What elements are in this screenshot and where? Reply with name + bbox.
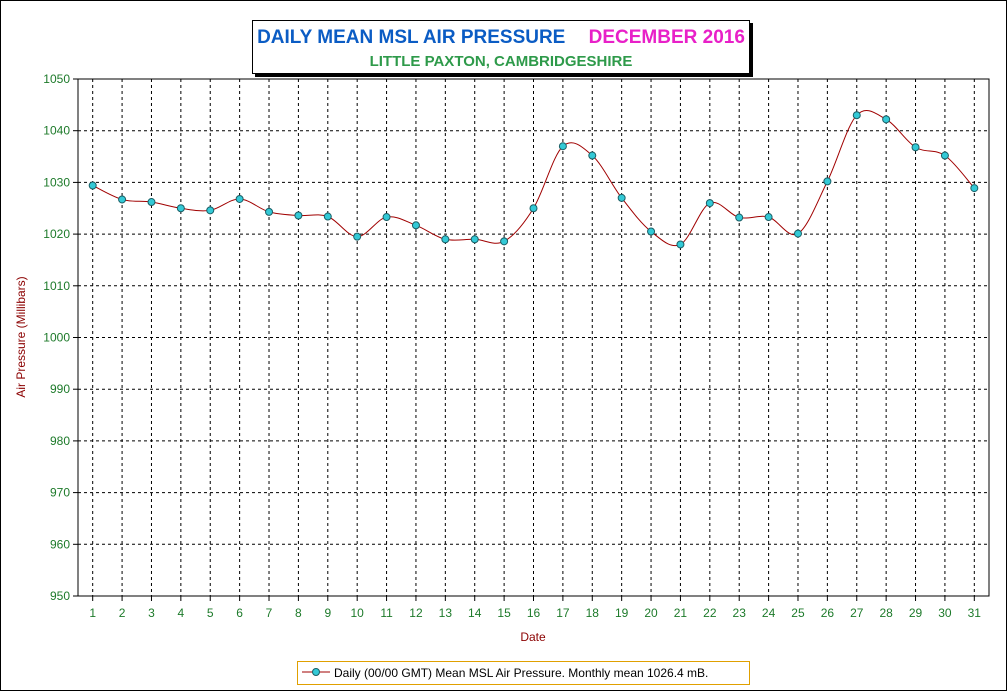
y-axis-label: Air Pressure (Millibars) xyxy=(14,276,28,397)
data-point xyxy=(735,213,744,222)
data-point xyxy=(676,240,685,249)
legend-line-marker-icon xyxy=(302,668,330,676)
data-point xyxy=(382,213,391,222)
x-tick-label: 15 xyxy=(497,606,511,620)
x-tick-label: 28 xyxy=(879,606,893,620)
x-tick-label: 27 xyxy=(850,606,864,620)
x-tick-label: 29 xyxy=(909,606,923,620)
data-point xyxy=(353,232,362,241)
x-tick-label: 9 xyxy=(324,606,331,620)
x-tick-label: 13 xyxy=(439,606,453,620)
data-point xyxy=(206,206,215,215)
y-tick-label: 990 xyxy=(50,382,70,396)
y-tick-label: 1040 xyxy=(43,124,70,138)
data-point xyxy=(88,181,97,190)
chart-subtitle: LITTLE PAXTON, CAMBRIDGESHIRE xyxy=(369,53,633,70)
data-point xyxy=(647,227,656,236)
y-tick-label: 1050 xyxy=(43,72,70,86)
x-tick-label: 19 xyxy=(615,606,629,620)
x-tick-label: 10 xyxy=(350,606,364,620)
data-point xyxy=(294,211,303,220)
chart-title-line: DAILY MEAN MSL AIR PRESSURE DECEMBER 201… xyxy=(253,27,749,49)
x-tick-label: 17 xyxy=(556,606,570,620)
x-tick-label: 21 xyxy=(674,606,688,620)
data-point xyxy=(265,207,274,216)
x-tick-label: 18 xyxy=(586,606,600,620)
data-point xyxy=(176,204,185,213)
data-point xyxy=(970,184,979,193)
data-point xyxy=(882,115,891,124)
data-point xyxy=(852,111,861,120)
data-point xyxy=(411,221,420,230)
data-point xyxy=(500,237,509,246)
x-axis-label: Date xyxy=(520,630,546,644)
data-point xyxy=(940,151,949,160)
data-point xyxy=(911,143,920,152)
x-tick-label: 4 xyxy=(178,606,185,620)
x-tick-label: 8 xyxy=(295,606,302,620)
data-point xyxy=(617,193,626,202)
y-tick-label: 1020 xyxy=(43,227,70,241)
y-tick-label: 1010 xyxy=(43,279,70,293)
x-tick-label: 14 xyxy=(468,606,482,620)
x-tick-label: 24 xyxy=(762,606,776,620)
y-tick-label: 960 xyxy=(50,537,70,551)
data-point xyxy=(588,151,597,160)
x-tick-label: 2 xyxy=(119,606,126,620)
data-point xyxy=(823,177,832,186)
data-point xyxy=(441,235,450,244)
data-point xyxy=(764,213,773,222)
x-tick-label: 6 xyxy=(236,606,243,620)
x-tick-label: 1 xyxy=(89,606,96,620)
data-point xyxy=(323,212,332,221)
legend: Daily (00/00 GMT) Mean MSL Air Pressure.… xyxy=(297,661,750,685)
chart-title: DAILY MEAN MSL AIR PRESSURE xyxy=(257,27,566,48)
x-tick-label: 12 xyxy=(409,606,423,620)
x-tick-label: 11 xyxy=(380,606,393,620)
x-tick-label: 22 xyxy=(703,606,717,620)
data-point xyxy=(793,229,802,238)
data-point xyxy=(235,194,244,203)
x-tick-label: 25 xyxy=(791,606,805,620)
data-point xyxy=(118,195,127,204)
y-axis-ticks: 950 960 970 980 990 1000 1010 1020 1030 1040 1050 xyxy=(43,72,78,603)
y-tick-label: 950 xyxy=(50,589,70,603)
data-point xyxy=(147,198,156,207)
chart-title-box: DAILY MEAN MSL AIR PRESSURE DECEMBER 201… xyxy=(252,20,750,74)
x-tick-label: 26 xyxy=(821,606,835,620)
legend-entry: Daily (00/00 GMT) Mean MSL Air Pressure.… xyxy=(334,666,709,680)
data-point xyxy=(529,204,538,213)
x-tick-label: 5 xyxy=(207,606,214,620)
x-tick-label: 31 xyxy=(968,606,982,620)
x-tick-label: 20 xyxy=(644,606,658,620)
y-tick-label: 980 xyxy=(50,434,70,448)
x-tick-label: 23 xyxy=(733,606,747,620)
y-tick-label: 970 xyxy=(50,486,70,500)
chart-title-month: DECEMBER 2016 xyxy=(588,27,745,48)
x-tick-label: 30 xyxy=(938,606,952,620)
data-point xyxy=(558,142,567,151)
grid-lines xyxy=(78,79,989,596)
y-tick-label: 1000 xyxy=(43,331,70,345)
x-tick-label: 7 xyxy=(266,606,273,620)
x-tick-label: 3 xyxy=(148,606,155,620)
y-tick-label: 1030 xyxy=(43,175,70,189)
data-point xyxy=(470,235,479,244)
x-tick-label: 16 xyxy=(527,606,541,620)
series-layer xyxy=(88,110,979,249)
data-point xyxy=(705,199,714,208)
x-axis-ticks: 1 2 3 4 5 6 7 8 9 10 11 12 13 14 15 16 17 18 19 20 21 22 23 24 2… xyxy=(89,596,981,620)
